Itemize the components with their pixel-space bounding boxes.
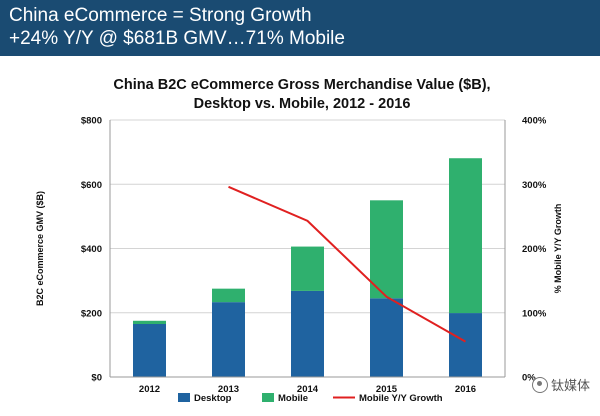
bars xyxy=(133,158,482,377)
x-tick-label: 2016 xyxy=(455,384,476,395)
mobile-growth-line xyxy=(228,185,466,343)
y-tick-label: $0 xyxy=(91,373,102,384)
legend-growth-label: Mobile Y/Y Growth xyxy=(359,393,443,404)
mobile-bar xyxy=(291,246,324,291)
x-tick-label: 2012 xyxy=(139,384,160,395)
watermark: 钛媒体 xyxy=(531,375,590,394)
desktop-bar xyxy=(212,302,245,377)
y-axis-title: B2C eCommerce GMV ($B) xyxy=(35,191,45,306)
legend-mobile-swatch xyxy=(262,393,274,402)
y2-tick-label: 100% xyxy=(522,308,547,319)
slide-title: China eCommerce = Strong Growth xyxy=(9,5,312,26)
y2-axis-title: % Mobile Y/Y Growth xyxy=(553,204,563,294)
desktop-bar xyxy=(449,313,482,377)
legend: Desktop Mobile Mobile Y/Y Growth xyxy=(178,393,443,404)
y2-tick-label: 400% xyxy=(522,116,547,127)
slide-subtitle: +24% Y/Y @ $681B GMV…71% Mobile xyxy=(9,28,345,49)
watermark-text: 钛媒体 xyxy=(550,378,590,393)
chart-title: China B2C eCommerce Gross Merchandise Va… xyxy=(113,77,490,93)
y-tick-label: $600 xyxy=(81,180,102,191)
legend-mobile-label: Mobile xyxy=(278,393,308,404)
slide-header: China eCommerce = Strong Growth +24% Y/Y… xyxy=(0,0,600,56)
y-tick-label: $800 xyxy=(81,116,102,127)
y2-tick-label: 300% xyxy=(522,180,547,191)
desktop-bar xyxy=(291,290,324,377)
x-tick-label: 2013 xyxy=(218,384,239,395)
chart-subtitle: Desktop vs. Mobile, 2012 - 2016 xyxy=(194,96,411,112)
desktop-bar xyxy=(133,323,166,377)
gmv-chart: China B2C eCommerce Gross Merchandise Va… xyxy=(35,77,563,404)
y-tick-label: $200 xyxy=(81,308,102,319)
legend-desktop-label: Desktop xyxy=(194,393,232,404)
mobile-bar xyxy=(370,200,403,299)
x-tick-label: 2014 xyxy=(297,384,319,395)
mobile-bar xyxy=(449,158,482,314)
x-tick-label: 2015 xyxy=(376,384,398,395)
growth-line xyxy=(228,185,466,343)
legend-desktop-swatch xyxy=(178,393,190,402)
desktop-bar xyxy=(370,298,403,377)
axes: $0 $200 $400 $600 $800 0% 100% 200% 300% 400% B2C … xyxy=(35,116,563,396)
y2-tick-label: 200% xyxy=(522,244,547,255)
watermark-logo-icon xyxy=(531,376,548,393)
mobile-bar xyxy=(212,288,245,303)
y2-tick-label: 0% xyxy=(522,373,536,384)
y-tick-label: $400 xyxy=(81,244,102,255)
mobile-bar xyxy=(133,320,166,324)
